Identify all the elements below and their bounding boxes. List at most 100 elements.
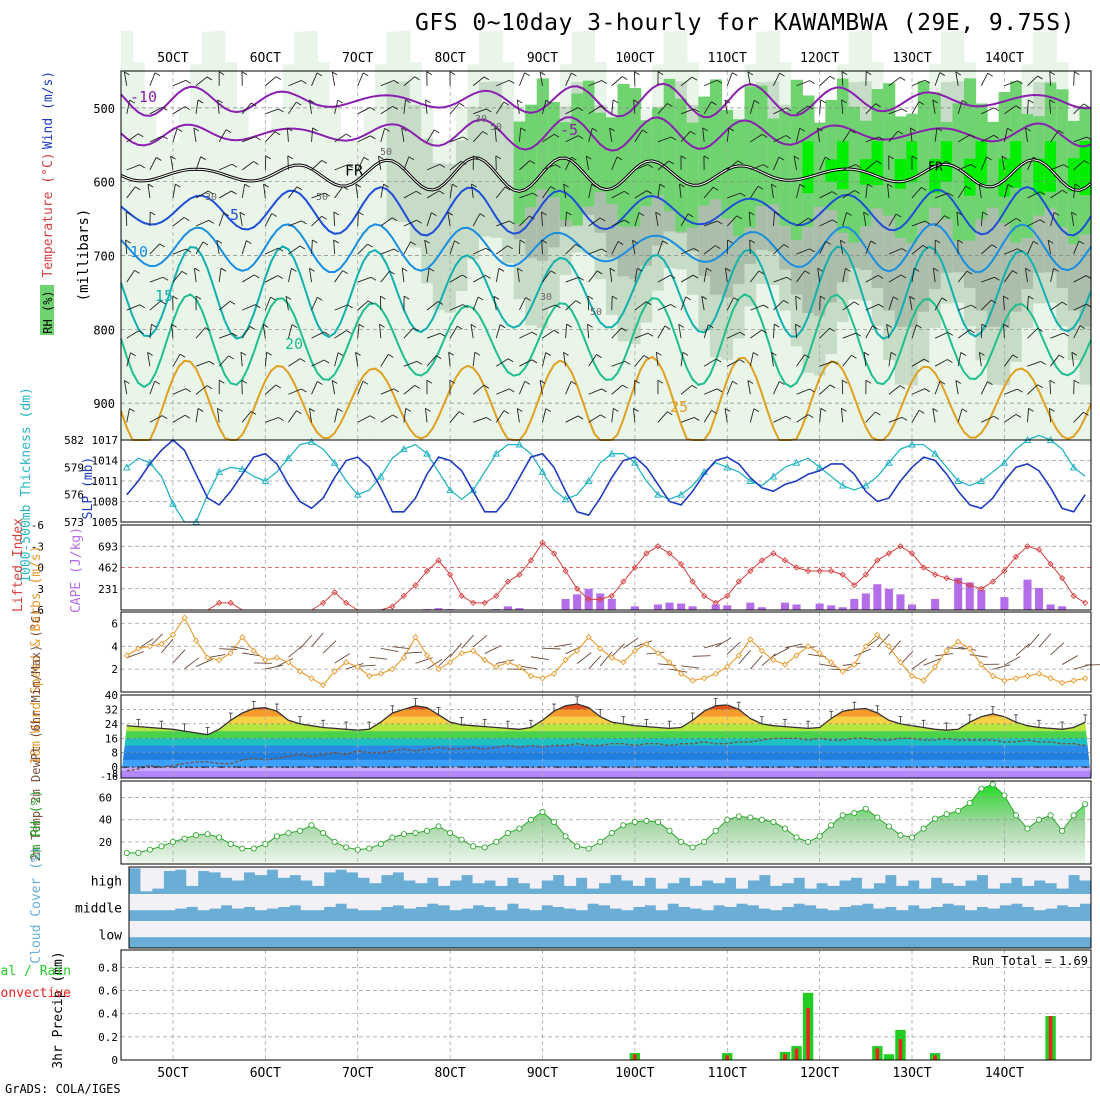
wind-barb <box>334 100 339 114</box>
wind-barb <box>309 268 312 283</box>
wind-barb-flag <box>486 108 492 113</box>
wind-barb-flag <box>758 270 765 275</box>
wind-barb <box>773 135 787 143</box>
wind-barb-flag <box>232 332 238 337</box>
ylabel-cape: CAPE (J/kg) <box>69 527 84 613</box>
lifted-tick: -3 <box>31 540 44 553</box>
cape-bar <box>1000 597 1009 610</box>
wind-barb-flag <box>749 239 755 244</box>
lifted-point <box>458 592 465 599</box>
rh-contour-label: 50 <box>316 192 328 203</box>
wind-barb <box>703 220 718 227</box>
rh-shade-mid <box>421 138 434 284</box>
wind-barb <box>909 296 913 311</box>
wind-barb <box>726 381 733 395</box>
thickness-line <box>126 434 1086 523</box>
wind-barb-flag <box>362 72 369 77</box>
wind-barb-flag <box>1012 354 1018 359</box>
wind-barb <box>241 240 247 255</box>
wind-speed-point <box>920 677 927 684</box>
ylabel-thickness: 1000-500mb Thickness (dm) <box>19 387 34 583</box>
wind-barb <box>380 270 390 283</box>
wind-barb <box>539 71 543 86</box>
wind-barb-flag <box>1061 301 1068 306</box>
wind-barb <box>773 415 787 423</box>
wind-barb-flag <box>1028 295 1034 300</box>
cloud-cell <box>541 894 554 906</box>
cape-bar <box>896 594 905 610</box>
wind-barb-flag <box>433 129 440 134</box>
wind-barb <box>542 164 556 171</box>
rh-shade-mid <box>502 104 515 264</box>
wind-barb-flag <box>337 352 344 357</box>
wind-speed-point <box>1035 670 1043 677</box>
wind-barb-flag <box>955 380 962 384</box>
wind-barb-10m <box>1027 633 1040 648</box>
wind-barb-flag <box>771 351 777 356</box>
cloud-cell <box>965 921 977 938</box>
lifted-point <box>712 599 719 607</box>
wind-barb <box>865 274 879 283</box>
cloud-cell <box>907 921 920 938</box>
wind-barb-flag <box>624 360 631 365</box>
cloud-cell <box>827 867 840 886</box>
rh-shade-light <box>224 61 238 441</box>
cloud-cell <box>873 894 886 909</box>
wind-barb-flag <box>1071 211 1077 216</box>
cloud-cell <box>186 894 199 907</box>
wind-barb <box>1004 80 1018 87</box>
wind-barb <box>357 72 364 86</box>
date-tick-top: 12OCT <box>800 51 839 66</box>
wind-barb-flag <box>426 71 433 76</box>
wind-barb-flag <box>761 329 768 334</box>
rh-point <box>550 818 558 825</box>
wind-barb-flag <box>1001 155 1008 160</box>
wind-barb-flag <box>657 379 664 384</box>
wind-barb-flag <box>793 155 800 160</box>
wind-barb-flag <box>637 267 643 272</box>
wind-barb <box>819 241 827 255</box>
lifted-point <box>908 550 916 557</box>
wind-barb <box>287 155 289 170</box>
thickness-point <box>515 440 524 448</box>
wind-barb-10m <box>299 634 313 649</box>
wind-barb <box>588 388 602 395</box>
wind-barb <box>957 408 963 423</box>
cloud-cell <box>999 921 1012 938</box>
wind-speed-point <box>874 631 881 638</box>
wind-barb-flag <box>316 72 323 77</box>
cloud-cell <box>896 921 909 938</box>
cloud-cell <box>827 921 840 938</box>
rh-tick: 60 <box>99 792 112 805</box>
wind-barb-flag <box>342 186 349 191</box>
wind-speed-point <box>550 670 558 677</box>
rh-shade-light <box>121 30 134 440</box>
rh-point <box>504 829 511 837</box>
cloud-cell <box>770 867 783 886</box>
wind-barb-flag <box>507 358 514 363</box>
wind-speed-point <box>573 647 581 654</box>
lifted-point <box>1024 543 1031 550</box>
slp-tick: 1011 <box>92 475 119 488</box>
slp-tick: 1005 <box>92 516 119 529</box>
wind-barb-flag <box>392 106 398 110</box>
wind-barb-10m <box>219 648 238 650</box>
cloud-cell <box>598 894 611 906</box>
wind-barb-flag <box>470 323 477 328</box>
wind-barb-flag <box>383 183 389 188</box>
wind-barb <box>1003 128 1008 142</box>
wind-barb-flag <box>854 190 860 194</box>
wind-barb-flag <box>783 244 789 248</box>
precip-conv-bar <box>633 1054 637 1060</box>
rh-shade-light <box>144 107 157 441</box>
cloud-cell <box>415 894 428 907</box>
wind-barb-flag <box>1053 212 1060 216</box>
wind-barb-flag <box>1037 384 1043 389</box>
cloud-cell <box>140 867 153 892</box>
cloud-cell <box>942 921 955 938</box>
wind-barb-flag <box>1040 361 1046 365</box>
wind-barb <box>727 359 740 367</box>
wind-barb <box>749 186 759 199</box>
wind-barb-flag <box>1007 183 1014 188</box>
cloud-cell <box>747 867 760 881</box>
